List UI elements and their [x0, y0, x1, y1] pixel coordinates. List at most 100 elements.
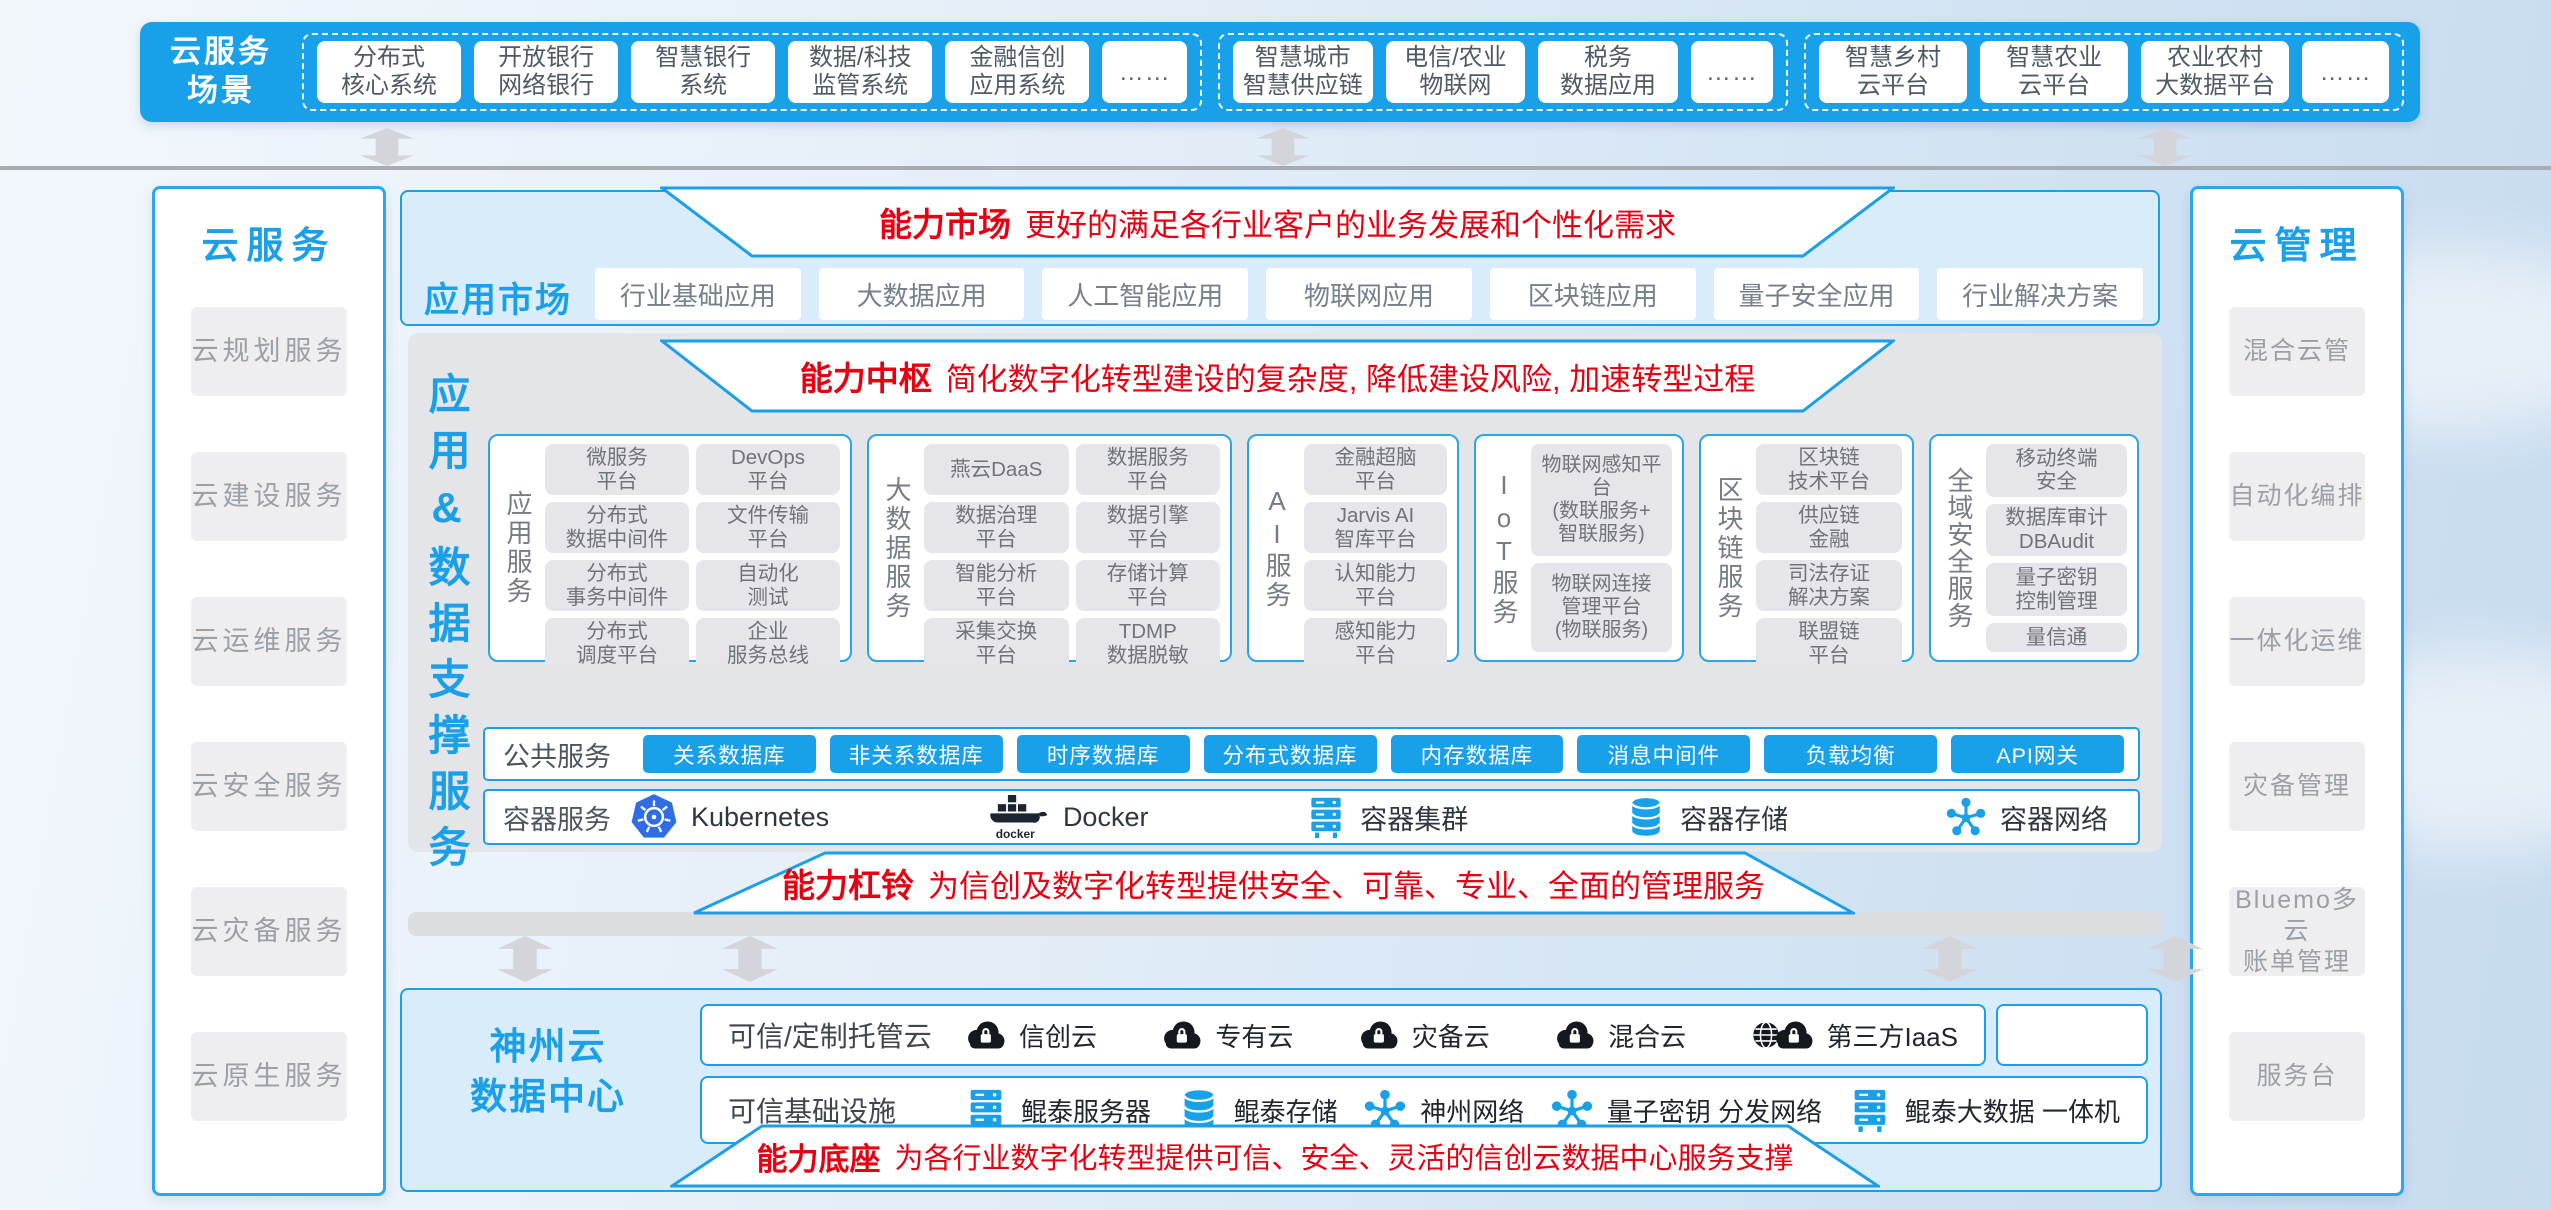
sidebar-item-cloud-ops: 云运维服务 — [191, 597, 347, 686]
up-down-arrow-icon — [2138, 128, 2192, 166]
scenario-box: 农业农村 大数据平台 — [2141, 41, 2290, 103]
public-service-pill-mq: 消息中间件 — [1577, 735, 1751, 773]
hub-column-app: 应用服务 微服务 平台 DevOps 平台 分布式 数据中间件 文件传输 平台 … — [488, 434, 852, 670]
service-chip: 分布式 调度平台 — [545, 618, 689, 670]
hub-column-bigdata: 大数据服务 燕云DaaS 数据服务 平台 数据治理 平台 数据引擎 平台 智能分… — [867, 434, 1232, 670]
kubernetes-icon — [629, 792, 679, 842]
hub-column-label: 应用服务 — [503, 490, 533, 606]
service-chip: 智能分析 平台 — [924, 560, 1069, 612]
app-market-items: 行业基础应用 大数据应用 人工智能应用 物联网应用 区块链应用 量子安全应用 行… — [595, 268, 2144, 320]
banner-text: 能力中枢 简化数字化转型建设的复杂度, 降低建设风险, 加速转型过程 — [660, 339, 1895, 413]
service-chip: 联盟链 平台 — [1756, 618, 1902, 670]
sidebar-items: 云规划服务 云建设服务 云运维服务 云安全服务 云灾备服务 云原生服务 — [155, 301, 383, 1121]
market-item-industry-base: 行业基础应用 — [595, 268, 801, 320]
hosted-item-private: 专有云 — [1159, 1017, 1293, 1054]
hosted-item-label: 灾备云 — [1411, 1021, 1490, 1052]
service-chip: 数据库审计 DBAudit — [1986, 503, 2127, 557]
banner-description: 简化数字化转型建设的复杂度, 降低建设风险, 加速转型过程 — [945, 361, 1756, 397]
banner-title: 能力底座 — [756, 1141, 881, 1177]
banner-title: 能力市场 — [879, 206, 1011, 243]
divider-line — [0, 166, 2551, 170]
service-chip: 量信通 — [1986, 622, 2127, 652]
container-item-docker: docker Docker — [985, 790, 1148, 844]
cloud-services-sidebar: 云服务 云规划服务 云建设服务 云运维服务 云安全服务 云灾备服务 云原生服务 — [152, 186, 386, 1196]
capability-barbell-banner: 能力杠铃 为信创及数字化转型提供安全、可靠、专业、全面的管理服务 — [692, 851, 1855, 915]
infra-item-label: 鲲泰服务器 — [1021, 1096, 1152, 1127]
scenario-box-ellipsis: …… — [1690, 41, 1774, 103]
market-item-quantum: 量子安全应用 — [1713, 268, 1920, 320]
container-item-kubernetes: Kubernetes — [629, 792, 829, 842]
capability-base-banner: 能力底座 为各行业数字化转型提供可信、安全、灵活的信创云数据中心服务支撑 — [670, 1124, 1880, 1188]
hub-column-chips: 微服务 平台 DevOps 平台 分布式 数据中间件 文件传输 平台 分布式 事… — [545, 444, 840, 670]
up-down-arrow-icon — [1256, 128, 1310, 166]
sidebar-items: 混合云管 自动化编排 一体化运维 灾备管理 Bluemo多云 账单管理 服务台 — [2193, 301, 2401, 1121]
sidebar-item-cloud-security: 云安全服务 — [191, 742, 347, 831]
service-chip: 微服务 平台 — [545, 444, 689, 496]
cloud-lock-icon — [1771, 1018, 1815, 1052]
cloud-lock-icon — [1552, 1018, 1596, 1052]
banner-text: 能力底座 为各行业数字化转型提供可信、安全、灵活的信创云数据中心服务支撑 — [670, 1124, 1880, 1188]
service-chip: Jarvis AI 智库平台 — [1304, 502, 1447, 554]
hosted-cloud-label: 可信/定制托管云 — [728, 1021, 932, 1052]
capability-hub-banner: 能力中枢 简化数字化转型建设的复杂度, 降低建设风险, 加速转型过程 — [660, 339, 1895, 413]
service-chip: 企业 服务总线 — [696, 618, 840, 670]
scenario-box-ellipsis: …… — [1102, 41, 1188, 103]
globe-cloud-lock-icon — [1749, 1018, 1815, 1052]
public-service-pill-rdb: 关系数据库 — [643, 735, 816, 773]
public-service-pill-apigw: API网关 — [1951, 735, 2124, 773]
scenario-box: 智慧银行 系统 — [631, 41, 776, 103]
hub-column-label: IoT服务 — [1489, 469, 1519, 627]
scenario-box: 税务 数据应用 — [1538, 41, 1678, 103]
hosted-item-thirdparty-iaas: 第三方IaaS — [1749, 1017, 1958, 1054]
scenario-box: 电信/农业 物联网 — [1385, 41, 1526, 103]
hub-column-label: 大数据服务 — [882, 475, 912, 621]
hub-column-ai: AI服务 金融超脑 平台 Jarvis AI 智库平台 认知能力 平台 感知能力… — [1247, 434, 1459, 670]
service-chip: 物联网感知平台 (数联服务+ 智联服务) — [1531, 444, 1672, 556]
hub-column-chips: 区块链 技术平台 供应链 金融 司法存证 解决方案 联盟链 平台 — [1756, 444, 1902, 670]
market-item-ai: 人工智能应用 — [1042, 268, 1249, 320]
public-service-pill-nosql: 非关系数据库 — [829, 735, 1003, 773]
hub-column-label: AI服务 — [1262, 486, 1292, 610]
banner-text: 能力市场 更好的满足各行业客户的业务发展和个性化需求 — [660, 186, 1895, 258]
service-chip: 文件传输 平台 — [696, 502, 840, 554]
infra-item-label: 鲲泰存储 — [1233, 1096, 1338, 1127]
up-down-arrow-icon — [1922, 936, 1978, 982]
hub-column-iot: IoT服务 物联网感知平台 (数联服务+ 智联服务) 物联网连接 管理平台 (物… — [1474, 434, 1684, 662]
container-item-cluster: 容器集群 — [1304, 795, 1468, 839]
infra-item-server: 鲲泰服务器 — [963, 1087, 1151, 1133]
hub-column-label: 全域安全服务 — [1944, 467, 1974, 629]
docker-icon: docker — [990, 795, 1048, 841]
scenario-box: 金融信创 应用系统 — [945, 41, 1090, 103]
scenario-group-agriculture: 智慧乡村 云平台 智慧农业 云平台 农业农村 大数据平台 …… — [1804, 33, 2404, 111]
service-chip: 分布式 事务中间件 — [545, 560, 689, 612]
public-service-pill-memdb: 内存数据库 — [1390, 735, 1564, 773]
public-services-row: 公共服务 关系数据库 非关系数据库 时序数据库 分布式数据库 内存数据库 消息中… — [483, 727, 2140, 781]
sidebar-item-automation: 自动化编排 — [2229, 452, 2365, 541]
hosted-item-label: 混合云 — [1608, 1021, 1687, 1052]
service-chip: 燕云DaaS — [924, 444, 1069, 496]
sidebar-item-cloud-build: 云建设服务 — [191, 452, 347, 541]
container-item-label: Kubernetes — [691, 801, 830, 832]
sidebar-item-cloud-native: 云原生服务 — [191, 1032, 347, 1121]
sidebar-title: 云管理 — [2229, 225, 2365, 266]
container-item-network: 容器网络 — [1944, 795, 2108, 839]
datacenter-title: 神州云 数据中心 — [470, 1026, 626, 1117]
service-chip: 采集交换 平台 — [924, 618, 1069, 670]
hosted-cloud-items: 信创云 专有云 灾备云 混合云 第三方IaaS — [963, 1017, 1958, 1054]
hub-column-blockchain: 区块链服务 区块链 技术平台 供应链 金融 司法存证 解决方案 联盟链 平台 — [1699, 434, 1914, 670]
hosted-item-label: 专有云 — [1215, 1021, 1294, 1052]
hub-service-columns: 应用服务 微服务 平台 DevOps 平台 分布式 数据中间件 文件传输 平台 … — [488, 434, 2139, 670]
container-item-label: 容器网络 — [1999, 804, 2108, 835]
infra-item-label: 神州网络 — [1420, 1096, 1525, 1127]
container-item-storage: 容器存储 — [1624, 795, 1788, 839]
hub-column-chips: 物联网感知平台 (数联服务+ 智联服务) 物联网连接 管理平台 (物联服务) — [1531, 444, 1672, 652]
cloud-lock-icon — [963, 1018, 1007, 1052]
service-chip: 区块链 技术平台 — [1756, 444, 1902, 496]
banner-text: 能力杠铃 为信创及数字化转型提供安全、可靠、专业、全面的管理服务 — [692, 851, 1855, 915]
cloud-lock-icon — [1159, 1018, 1203, 1052]
service-chip: 认知能力 平台 — [1304, 560, 1447, 612]
hub-column-chips: 移动终端 安全 数据库审计 DBAudit 量子密钥 控制管理 量信通 — [1986, 444, 2127, 652]
container-item-label: 容器集群 — [1360, 804, 1469, 835]
infra-item-label: 量子密钥 分发网络 — [1606, 1096, 1823, 1127]
